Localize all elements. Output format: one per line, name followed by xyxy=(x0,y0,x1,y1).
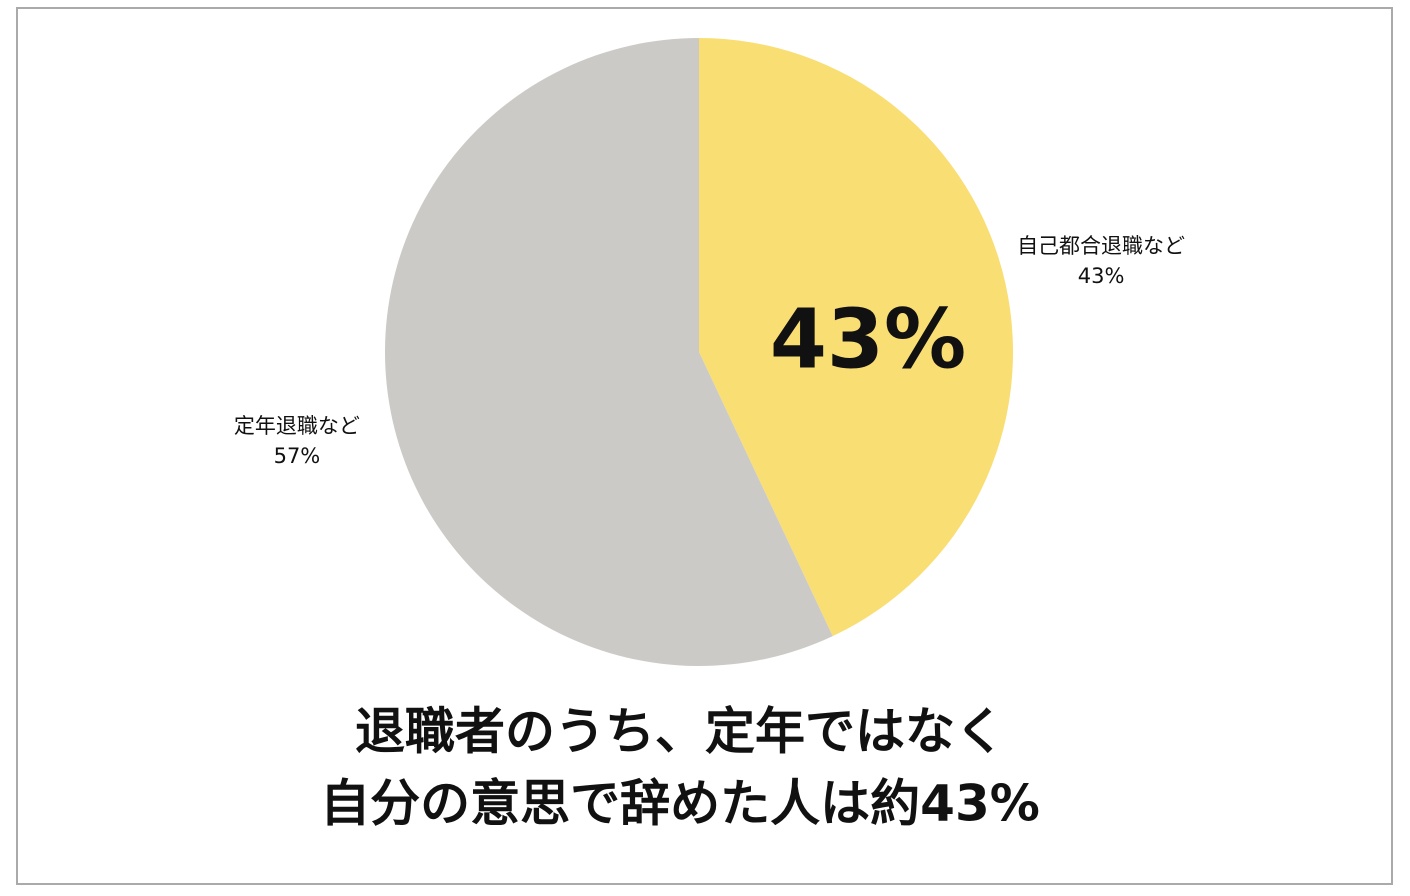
pie xyxy=(385,38,1014,666)
chart-title: 退職者のうち、定年ではなく xyxy=(355,703,1005,761)
slice-label: 定年退職など xyxy=(234,414,360,438)
slice-label: 自己都合退職など xyxy=(1017,234,1185,258)
annotation: 43% xyxy=(770,292,966,387)
chart-title: 自分の意思で辞めた人は約43% xyxy=(320,775,1040,833)
pie-slice xyxy=(385,38,833,666)
value-label: 43% xyxy=(1078,264,1125,288)
pie-slice xyxy=(699,38,1014,637)
value-label: 57% xyxy=(274,444,321,468)
